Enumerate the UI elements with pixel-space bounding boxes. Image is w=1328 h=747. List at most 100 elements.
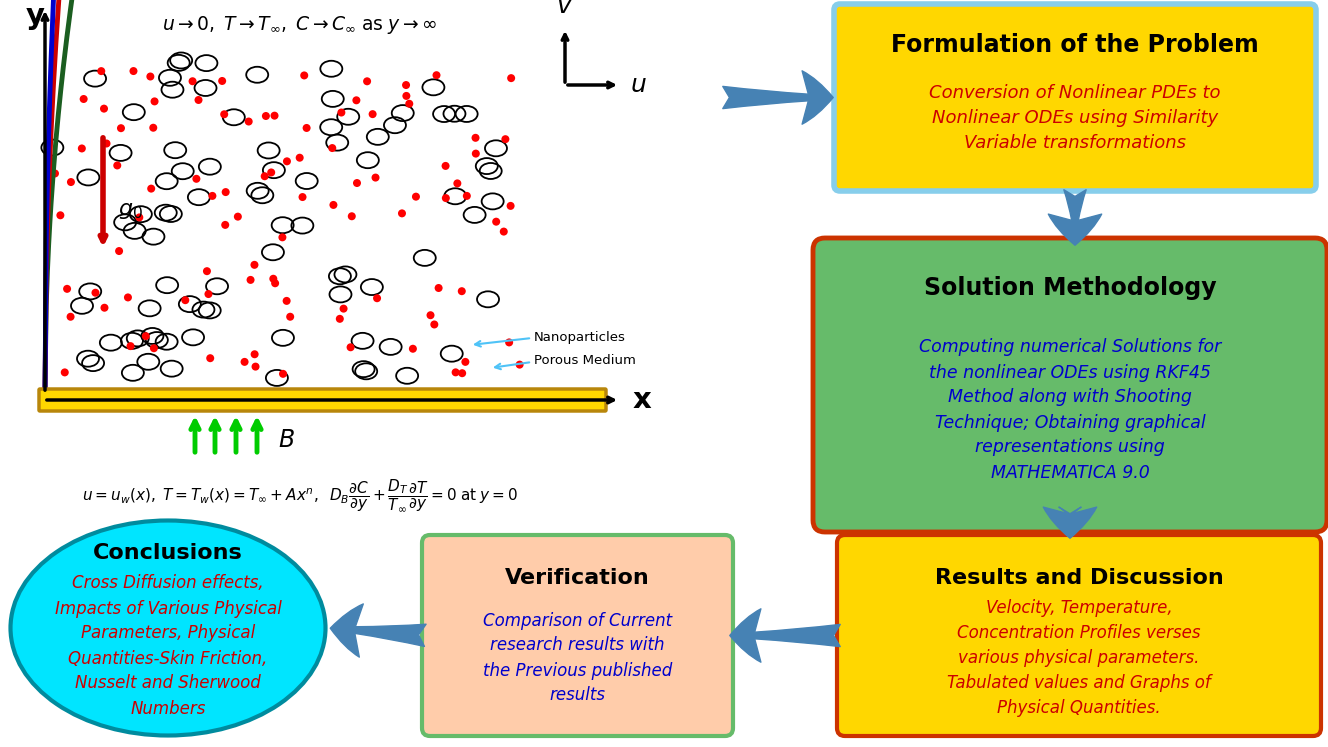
Circle shape — [150, 97, 158, 105]
Circle shape — [499, 228, 507, 235]
Circle shape — [402, 81, 410, 89]
FancyBboxPatch shape — [39, 389, 606, 411]
Circle shape — [340, 305, 348, 313]
Circle shape — [50, 170, 58, 178]
Circle shape — [402, 92, 410, 100]
Circle shape — [146, 72, 154, 81]
Circle shape — [434, 284, 442, 292]
Circle shape — [66, 313, 74, 320]
Circle shape — [337, 108, 345, 117]
Circle shape — [426, 311, 434, 319]
Ellipse shape — [11, 521, 325, 736]
Circle shape — [442, 194, 450, 202]
Text: Nanoparticles: Nanoparticles — [534, 330, 625, 344]
Circle shape — [372, 173, 380, 182]
Circle shape — [300, 72, 308, 79]
Circle shape — [506, 202, 514, 210]
Circle shape — [353, 179, 361, 187]
Circle shape — [218, 77, 226, 85]
Circle shape — [328, 144, 336, 152]
Circle shape — [453, 179, 461, 187]
Text: $\mathbf{x}$: $\mathbf{x}$ — [632, 386, 652, 414]
Bar — [0, 0, 665, 747]
Circle shape — [352, 96, 360, 105]
Circle shape — [193, 175, 201, 183]
Circle shape — [66, 178, 74, 186]
Circle shape — [150, 344, 158, 353]
Circle shape — [206, 354, 214, 362]
Circle shape — [182, 297, 190, 304]
Text: Formulation of the Problem: Formulation of the Problem — [891, 33, 1259, 57]
Circle shape — [507, 74, 515, 82]
Circle shape — [471, 149, 479, 158]
Circle shape — [409, 345, 417, 353]
Circle shape — [267, 169, 275, 176]
Circle shape — [442, 162, 450, 170]
Circle shape — [222, 221, 230, 229]
Text: Cross Diffusion effects,
Impacts of Various Physical
Parameters, Physical
Quanti: Cross Diffusion effects, Impacts of Vari… — [54, 574, 282, 718]
Circle shape — [194, 96, 202, 104]
Circle shape — [271, 111, 279, 120]
Text: Comparison of Current
research results with
the Previous published
results: Comparison of Current research results w… — [483, 612, 672, 704]
Circle shape — [56, 211, 64, 220]
Circle shape — [412, 193, 420, 201]
Circle shape — [348, 212, 356, 220]
Circle shape — [405, 100, 413, 108]
Circle shape — [461, 358, 469, 366]
Circle shape — [287, 313, 295, 320]
Circle shape — [100, 105, 108, 113]
Circle shape — [458, 369, 466, 377]
Text: Velocity, Temperature,
Concentration Profiles verses
various physical parameters: Velocity, Temperature, Concentration Pro… — [947, 599, 1211, 717]
Circle shape — [502, 135, 510, 143]
Circle shape — [116, 247, 124, 255]
Circle shape — [101, 304, 109, 311]
FancyBboxPatch shape — [834, 4, 1316, 191]
Text: Results and Discussion: Results and Discussion — [935, 568, 1223, 588]
Circle shape — [244, 117, 252, 125]
FancyBboxPatch shape — [813, 238, 1327, 532]
Text: Computing numerical Solutions for
the nonlinear ODEs using RKF45
Method along wi: Computing numerical Solutions for the no… — [919, 338, 1222, 482]
Circle shape — [430, 320, 438, 329]
Text: $u = u_w(x),\; T = T_w(x) = T_{\infty} + Ax^n,\;\; D_B\dfrac{\partial C}{\partia: $u = u_w(x),\; T = T_w(x) = T_{\infty} +… — [82, 477, 518, 513]
Circle shape — [61, 368, 69, 376]
Circle shape — [247, 276, 255, 284]
Circle shape — [205, 290, 212, 298]
Text: $\mathbf{y}$: $\mathbf{y}$ — [25, 4, 45, 32]
Circle shape — [142, 332, 150, 340]
Text: $v$: $v$ — [556, 0, 574, 18]
FancyBboxPatch shape — [837, 535, 1321, 736]
Circle shape — [260, 173, 268, 180]
Circle shape — [515, 361, 523, 368]
Text: $u \rightarrow 0,\; T \rightarrow T_{\infty},\; C \rightarrow C_{\infty}\;\mathr: $u \rightarrow 0,\; T \rightarrow T_{\in… — [162, 14, 438, 36]
Circle shape — [251, 350, 259, 359]
Circle shape — [251, 362, 259, 371]
Circle shape — [97, 67, 105, 75]
Circle shape — [296, 154, 304, 161]
Circle shape — [279, 233, 287, 241]
Text: Conversion of Nonlinear PDEs to
Nonlinear ODEs using Similarity
Variable transfo: Conversion of Nonlinear PDEs to Nonlinea… — [930, 84, 1220, 152]
Circle shape — [433, 71, 441, 79]
Circle shape — [463, 192, 471, 200]
Circle shape — [222, 188, 230, 196]
Text: $u$: $u$ — [629, 73, 647, 97]
Circle shape — [270, 275, 278, 283]
Circle shape — [336, 314, 344, 323]
Circle shape — [283, 158, 291, 165]
Circle shape — [78, 144, 86, 152]
Circle shape — [124, 294, 131, 302]
Text: Conclusions: Conclusions — [93, 543, 243, 563]
Circle shape — [220, 111, 228, 118]
Text: $B$: $B$ — [278, 428, 295, 452]
Circle shape — [303, 124, 311, 132]
Circle shape — [369, 110, 377, 118]
Text: Verification: Verification — [505, 568, 649, 588]
Circle shape — [493, 217, 501, 226]
Circle shape — [126, 342, 134, 350]
Circle shape — [92, 289, 100, 297]
Circle shape — [129, 67, 138, 75]
Text: $g_0$: $g_0$ — [118, 201, 143, 221]
Circle shape — [458, 287, 466, 295]
Text: Solution Methodology: Solution Methodology — [924, 276, 1216, 300]
Circle shape — [149, 124, 157, 131]
Circle shape — [262, 112, 270, 120]
